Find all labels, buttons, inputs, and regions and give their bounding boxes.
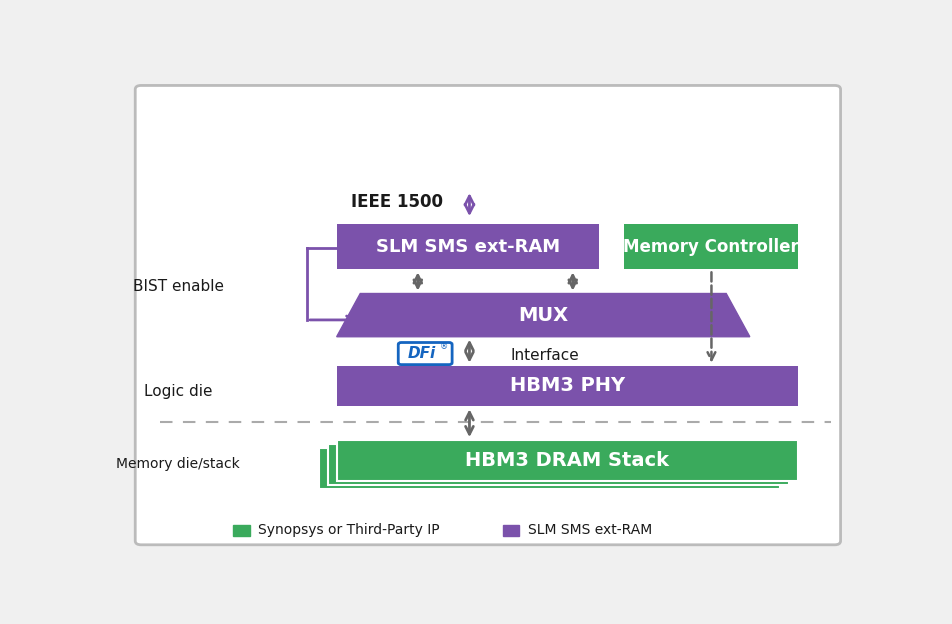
Text: SLM SMS ext-RAM: SLM SMS ext-RAM [527, 524, 652, 537]
Bar [625, 224, 798, 270]
Bar [233, 525, 249, 535]
Text: Interface: Interface [510, 348, 579, 363]
Polygon shape [337, 293, 750, 337]
Text: IEEE 1500: IEEE 1500 [351, 193, 444, 211]
FancyBboxPatch shape [135, 85, 841, 545]
Bar [319, 448, 780, 489]
FancyBboxPatch shape [398, 343, 452, 364]
Text: DFi: DFi [407, 346, 436, 361]
Text: MUX: MUX [518, 306, 568, 324]
Text: Memory die/stack: Memory die/stack [116, 457, 240, 471]
Text: Memory Controller: Memory Controller [624, 238, 799, 256]
Text: Logic die: Logic die [144, 384, 212, 399]
Text: ®: ® [440, 343, 447, 351]
Text: HBM3 PHY: HBM3 PHY [509, 376, 625, 396]
Bar [503, 525, 519, 535]
Bar [337, 366, 798, 406]
Text: SLM SMS ext-RAM: SLM SMS ext-RAM [375, 238, 560, 256]
Text: Synopsys or Third-Party IP: Synopsys or Third-Party IP [258, 524, 440, 537]
Bar [337, 224, 599, 270]
Text: HBM3 DRAM Stack: HBM3 DRAM Stack [466, 451, 669, 470]
Bar [337, 440, 798, 481]
Text: BIST enable: BIST enable [132, 279, 224, 294]
Bar [327, 444, 789, 485]
